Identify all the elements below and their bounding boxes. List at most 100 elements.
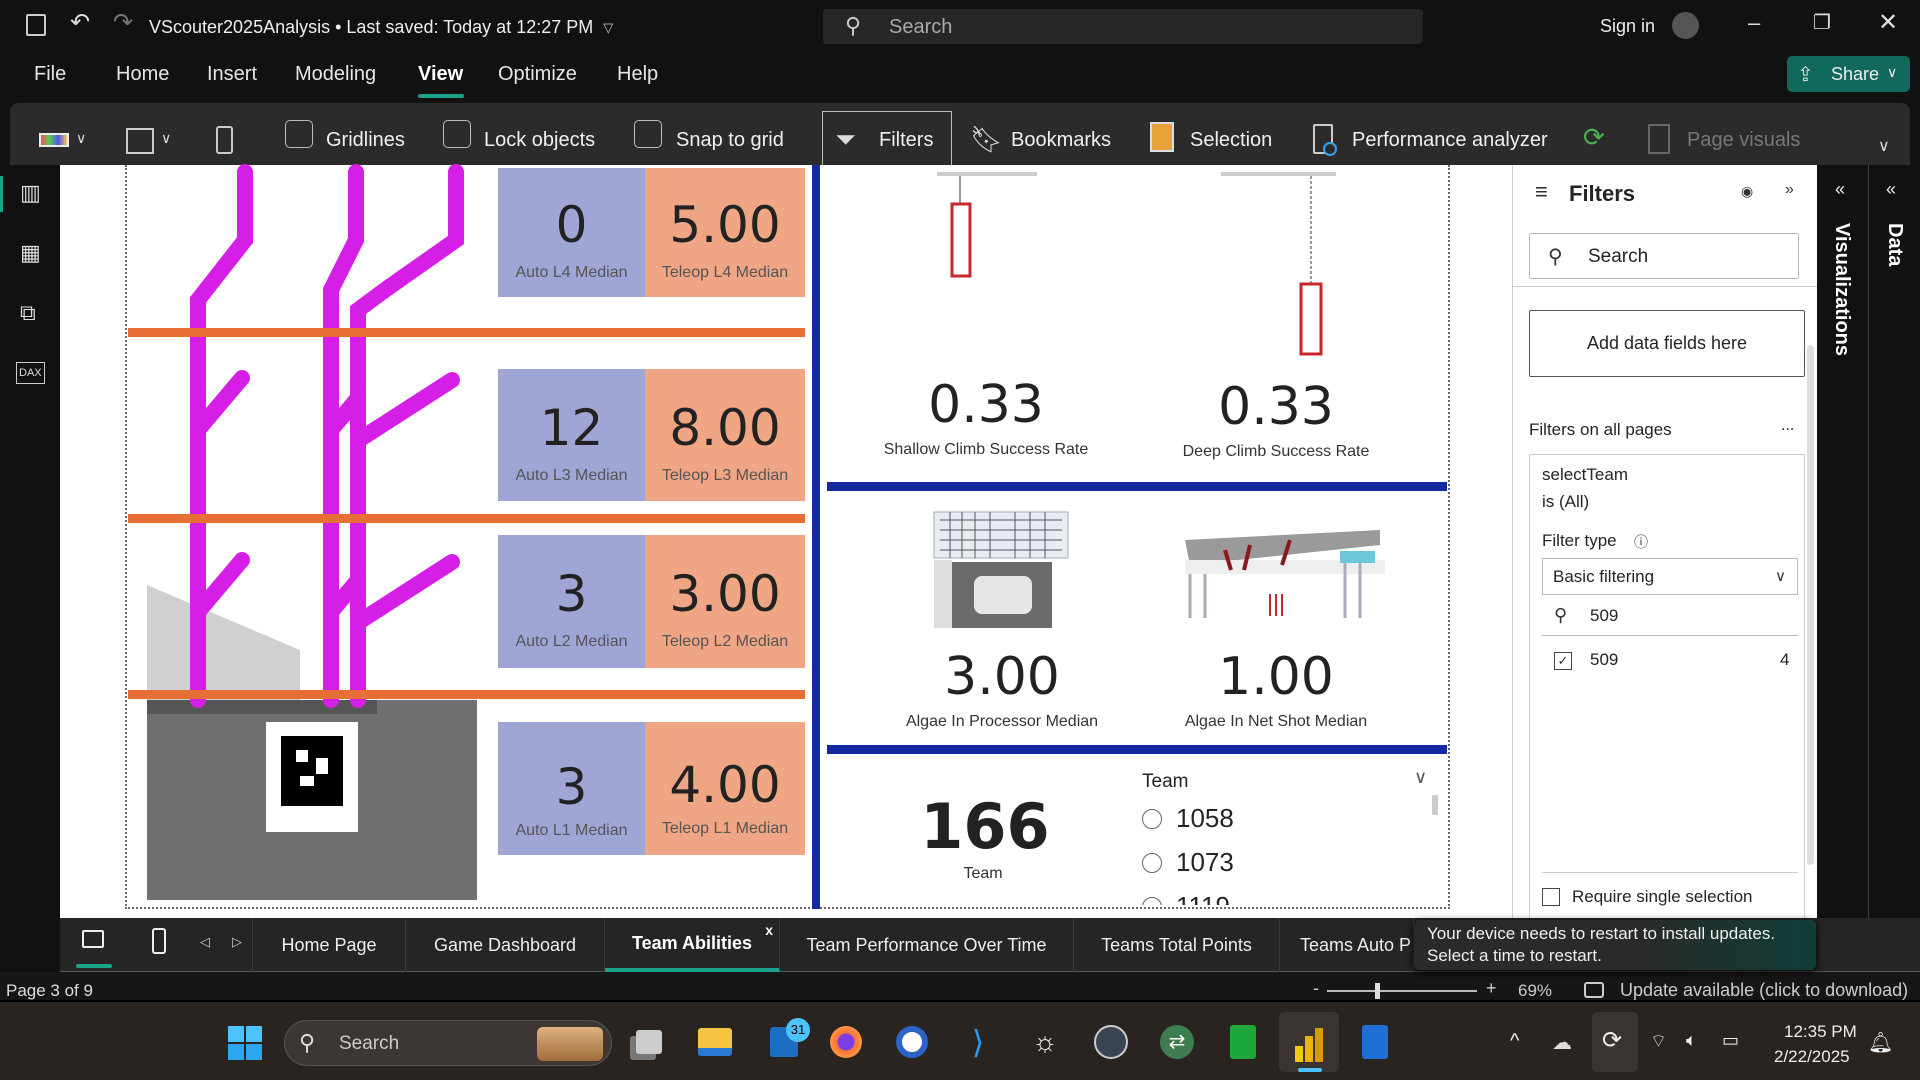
notifications-bell-icon[interactable]: 🔔︎ (1868, 1032, 1894, 1054)
clock-date[interactable]: 2/22/2025 (1774, 1047, 1850, 1066)
file-title[interactable]: VScouter2025Analysis • Last saved: Today… (149, 17, 594, 37)
filter-card[interactable]: selectTeam is (All) Filter type ⓘ Basic … (1529, 454, 1805, 924)
slicer-item[interactable]: 1073 (1142, 847, 1422, 879)
menu-home[interactable]: Home (116, 63, 170, 85)
windows-update-icon[interactable]: ⟳ (1602, 1027, 1623, 1054)
menu-optimize[interactable]: Optimize (498, 63, 577, 85)
slicer-item[interactable]: 1058 (1142, 803, 1422, 835)
auto-l1-card[interactable]: 3 Auto L1 Median (498, 722, 645, 855)
menu-view[interactable]: View (418, 63, 464, 85)
more-options-icon[interactable]: ... (1781, 417, 1795, 434)
filters-search-input[interactable]: ⚲ Search (1529, 233, 1799, 279)
data-pane-collapsed[interactable]: « Data (1870, 165, 1920, 918)
ribbon-expand-chevron-icon[interactable]: ∨ (1878, 138, 1890, 155)
team-slicer[interactable]: Team ∨ 1058 1073 1119 (1138, 765, 1438, 905)
close-tab-icon[interactable]: x (765, 922, 773, 938)
writer-document-icon[interactable] (1355, 1022, 1395, 1062)
bookmarks-button[interactable]: Bookmarks (1011, 129, 1112, 151)
model-view-icon[interactable]: ⧉ (20, 300, 36, 325)
gridlines-label[interactable]: Gridlines (326, 129, 405, 151)
lock-objects-label[interactable]: Lock objects (484, 129, 596, 151)
zoom-level[interactable]: 69% (1518, 981, 1553, 1000)
require-single-checkbox[interactable] (1542, 888, 1560, 906)
zoom-out-button[interactable]: - (1313, 978, 1319, 998)
snap-to-grid-label[interactable]: Snap to grid (676, 129, 784, 151)
file-explorer-icon[interactable] (695, 1022, 735, 1062)
menu-modeling[interactable]: Modeling (295, 63, 377, 85)
performance-analyzer-button[interactable]: Performance analyzer (1352, 129, 1548, 151)
battery-icon[interactable]: ▭ (1722, 1030, 1740, 1050)
filter-type-dropdown[interactable]: Basic filtering ∨ (1542, 558, 1798, 595)
wifi-icon[interactable]: ⌔ (1650, 1031, 1667, 1051)
restart-notification[interactable]: Your device needs to restart to install … (1414, 920, 1816, 970)
app-icon[interactable] (892, 1022, 932, 1062)
auto-l4-card[interactable]: 0 Auto L4 Median (498, 168, 645, 297)
bookmark-icon[interactable]: 🔖︎ (970, 124, 1004, 154)
checked-checkbox[interactable]: ✓ (1554, 652, 1572, 670)
title-chevron-icon[interactable]: ▽ (603, 19, 614, 35)
previous-page-icon[interactable]: ◁ (200, 934, 210, 949)
teleop-l4-card[interactable]: 5.00 Teleop L4 Median (645, 168, 805, 297)
sign-in-link[interactable]: Sign in (1600, 16, 1656, 36)
zoom-slider[interactable] (1327, 983, 1477, 999)
page-view-icon[interactable] (126, 128, 154, 154)
dax-query-view-icon[interactable]: DAX (16, 362, 45, 384)
undo-icon[interactable]: ↶ (70, 9, 91, 36)
table-view-icon[interactable]: ▦ (20, 240, 41, 265)
filter-search-input[interactable]: 509 (1590, 606, 1619, 625)
teleop-l3-card[interactable]: 8.00 Teleop L3 Median (645, 369, 805, 501)
save-icon[interactable] (26, 14, 46, 36)
avatar-icon[interactable] (1672, 12, 1699, 39)
filter-value-row[interactable]: ✓ 509 4 (1542, 647, 1798, 675)
teleop-l1-card[interactable]: 4.00 Teleop L1 Median (645, 722, 805, 855)
mobile-layout-icon[interactable] (216, 126, 233, 154)
performance-analyzer-icon[interactable] (1313, 124, 1333, 154)
tab-home-page[interactable]: Home Page (253, 918, 406, 972)
mobile-layout-icon[interactable] (152, 928, 166, 954)
search-box[interactable]: ⚲ Search (823, 9, 1423, 44)
restore-icon[interactable]: ❐ (1813, 12, 1831, 34)
selection-button[interactable]: Selection (1190, 129, 1273, 151)
volume-icon[interactable]: 🔈︎ (1686, 1030, 1697, 1050)
slicer-item[interactable]: 1119 (1142, 891, 1422, 905)
tab-team-abilities[interactable]: Team Abilities x (605, 918, 780, 972)
selection-icon[interactable] (1150, 122, 1174, 152)
vscode-icon[interactable]: ⟩ (971, 1024, 985, 1060)
share-button[interactable]: ⇪ Share ∨ (1787, 56, 1910, 92)
filters-button[interactable]: ⏷ Filters (822, 111, 952, 165)
menu-insert[interactable]: Insert (207, 63, 258, 85)
task-view-icon[interactable] (629, 1022, 669, 1062)
auto-l2-card[interactable]: 3 Auto L2 Median (498, 535, 645, 668)
start-button[interactable] (228, 1026, 262, 1060)
update-available-link[interactable]: Update available (click to download) (1620, 980, 1909, 1000)
tab-game-dashboard[interactable]: Game Dashboard (406, 918, 605, 972)
calc-spreadsheet-icon[interactable] (1223, 1022, 1263, 1062)
eye-icon[interactable]: ◉ (1741, 183, 1754, 199)
minimize-icon[interactable]: – (1748, 10, 1761, 35)
gavel-app-icon[interactable] (1091, 1022, 1131, 1062)
sync-app-icon[interactable]: ⇄ (1157, 1022, 1197, 1062)
radio-button[interactable] (1142, 897, 1162, 905)
lock-objects-checkbox[interactable] (443, 120, 471, 148)
taskbar-search[interactable]: ⚲ Search (284, 1020, 612, 1066)
gridlines-checkbox[interactable] (285, 120, 313, 148)
brightness-app-icon[interactable]: ☼ (1032, 1026, 1058, 1057)
expand-icon[interactable]: « (1886, 179, 1897, 199)
visualizations-pane-collapsed[interactable]: « Visualizations (1817, 165, 1869, 918)
zoom-in-button[interactable]: + (1486, 978, 1497, 998)
redo-icon[interactable]: ↷ (113, 9, 134, 36)
radio-button[interactable] (1142, 853, 1162, 873)
collapse-filters-icon[interactable]: » (1785, 181, 1794, 198)
tab-teams-total-points[interactable]: Teams Total Points (1074, 918, 1280, 972)
auto-l3-card[interactable]: 12 Auto L3 Median (498, 369, 645, 501)
tab-team-performance-over-time[interactable]: Team Performance Over Time (780, 918, 1074, 972)
report-view-icon[interactable]: ▥ (20, 180, 41, 205)
onedrive-icon[interactable]: ☁ (1552, 1032, 1572, 1054)
add-data-fields-well[interactable]: Add data fields here (1529, 310, 1805, 377)
tab-teams-auto[interactable]: Teams Auto P (1280, 918, 1414, 972)
require-single-label[interactable]: Require single selection (1572, 887, 1753, 906)
snap-to-grid-checkbox[interactable] (634, 120, 662, 148)
themes-icon[interactable] (39, 133, 69, 147)
radio-button[interactable] (1142, 809, 1162, 829)
show-hidden-icons[interactable]: ^ (1510, 1030, 1520, 1052)
